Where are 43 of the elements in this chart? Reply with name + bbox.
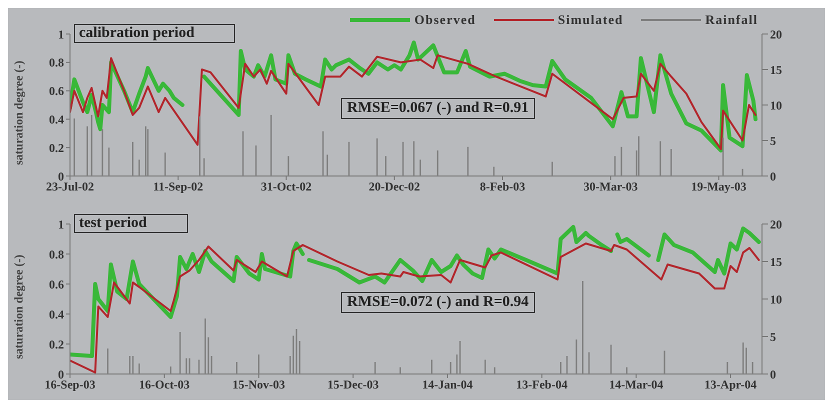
y-tick-label: 0.2 (49, 337, 64, 352)
x-tick-label: 19-May-03 (691, 180, 746, 194)
x-tick-label: 14-Mar-04 (609, 378, 664, 392)
y2-tick-label: 20 (770, 217, 782, 232)
y2-tick-label: 5 (770, 134, 776, 148)
y-tick-label: 0.6 (49, 84, 64, 98)
y-tick-label: 0.8 (49, 247, 64, 262)
legend-label: Observed (413, 12, 476, 28)
x-tick-label: 15-Nov-03 (232, 378, 286, 392)
x-tick-label: 31-Oct-02 (260, 180, 312, 194)
y-axis-title: saturation degree (-) (11, 254, 26, 359)
x-tick-label: 8-Feb-03 (480, 180, 526, 194)
y2-tick-label: 15 (770, 254, 782, 269)
y2-tick-label: 0 (770, 367, 776, 382)
y-tick-label: 0.2 (49, 140, 64, 155)
y-tick-label: 0.8 (49, 56, 64, 70)
x-tick-label: 13-Apr-04 (704, 378, 757, 392)
y2-tick-label: 0 (770, 169, 776, 184)
x-tick-label: 14-Jan-04 (422, 378, 473, 392)
x-tick-label: 15-Dec-03 (327, 378, 379, 392)
y-tick-label: 1 (58, 27, 64, 42)
legend-label: Rainfall (704, 12, 758, 28)
x-tick-label: 30-Mar-03 (584, 180, 638, 194)
y-tick-label: 1 (58, 217, 64, 232)
x-tick-label: 16-Oct-03 (139, 378, 190, 392)
y-tick-label: 0.4 (49, 112, 64, 126)
annotation: RMSE=0.072 (-) and R=0.94 (341, 292, 535, 312)
legend-label: Simulated (556, 12, 624, 28)
y2-tick-label: 20 (770, 27, 782, 42)
x-tick-label: 11-Sep-02 (153, 180, 204, 194)
y-tick-label: 0.6 (49, 277, 64, 292)
x-tick-label: 20-Dec-02 (368, 180, 420, 194)
y2-tick-label: 10 (770, 292, 782, 306)
annotation: RMSE=0.067 (-) and R=0.91 (341, 98, 535, 119)
y2-tick-label: 10 (770, 98, 782, 112)
x-tick-label: 13-Feb-04 (516, 378, 568, 392)
y-tick-label: 0.4 (49, 307, 64, 322)
y-axis-title: saturation degree (-) (11, 60, 26, 165)
line-series (70, 242, 760, 374)
chart-title: calibration period (74, 24, 236, 43)
y2-tick-label: 5 (770, 330, 776, 344)
y2-tick-label: 15 (770, 62, 782, 77)
chart-title: test period (74, 214, 188, 233)
